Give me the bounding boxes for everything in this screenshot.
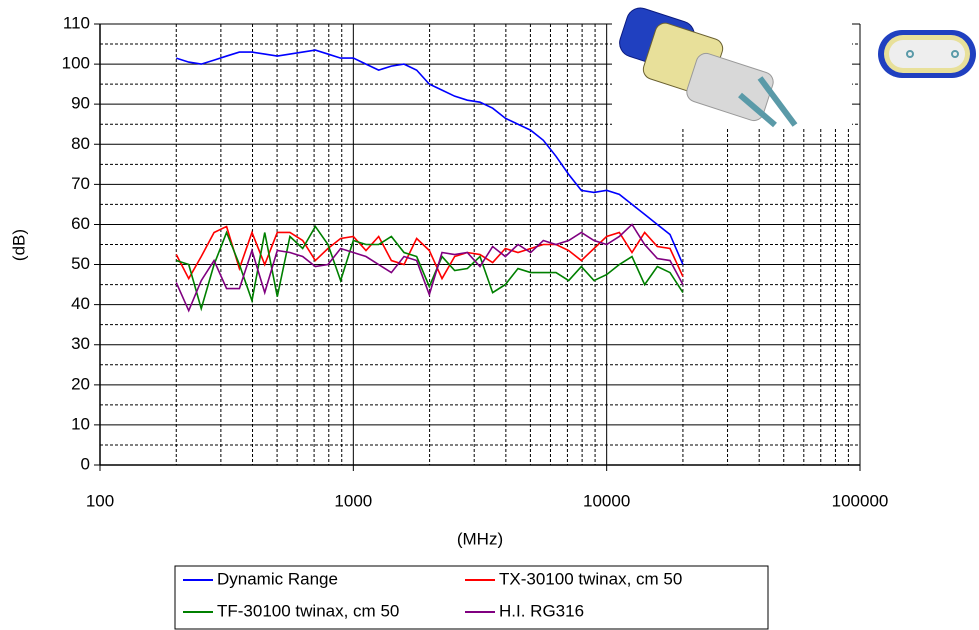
legend-label: TF-30100 twinax, cm 50 (217, 601, 399, 620)
y-tick-label: 50 (71, 254, 90, 273)
y-axis-label: (dB) (9, 229, 28, 261)
y-tick-label: 60 (71, 214, 90, 233)
series-line (176, 224, 684, 312)
x-tick-label: 100000 (832, 491, 889, 510)
y-tick-label: 70 (71, 174, 90, 193)
y-tick-label: 80 (71, 134, 90, 153)
series-line (175, 223, 684, 313)
y-tick-label: 20 (71, 374, 90, 393)
legend (174, 565, 769, 630)
y-tick-label: 10 (71, 414, 90, 433)
legend-label: TX-30100 twinax, cm 50 (499, 569, 682, 588)
plot (175, 49, 684, 313)
y-tick-label: 110 (63, 13, 90, 32)
y-tick-label: 30 (71, 334, 90, 353)
legend-label: H.I. RG316 (499, 601, 584, 620)
x-tick-label: 1000 (334, 491, 372, 510)
series-line (176, 49, 684, 265)
legend-entries: Dynamic Range TX-30100 twinax, cm 50 TF-30… (183, 569, 682, 620)
x-tick-label: 10000 (583, 491, 630, 510)
y-tick-label: 0 (81, 454, 90, 473)
x-tick-label: 100 (86, 491, 114, 510)
y-tick-label: 100 (62, 54, 90, 73)
cable-illustration (612, 7, 976, 128)
y-tick-label: 40 (71, 294, 90, 313)
y-tick-label: 90 (71, 94, 90, 113)
x-axis-label: (MHz) (457, 529, 503, 548)
legend-label: Dynamic Range (217, 569, 338, 588)
